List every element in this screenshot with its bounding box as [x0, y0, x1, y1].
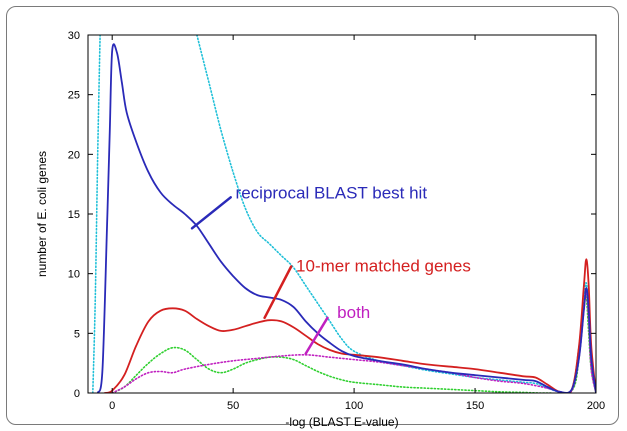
annotation-pointer — [304, 316, 329, 355]
y-tick-label: 30 — [68, 30, 80, 42]
y-tick-label: 0 — [74, 388, 80, 400]
y-tick-label: 15 — [68, 209, 80, 221]
annotations: reciprocal BLAST best hit 10-mer matched … — [190, 183, 471, 355]
y-tick-label: 5 — [74, 328, 80, 340]
x-tick-label: 200 — [587, 400, 605, 412]
annotation-label: reciprocal BLAST best hit — [236, 183, 428, 202]
x-tick-label: 50 — [227, 400, 239, 412]
y-tick-label: 25 — [68, 90, 80, 102]
axis-ticks: 0 50 100 150 200 0 5 10 15 20 25 30 — [68, 30, 605, 412]
y-axis-label: number of E. coli genes — [35, 151, 49, 277]
series-line-unlabeled-4 — [196, 35, 596, 393]
y-tick-label: 10 — [68, 269, 80, 281]
plot-marks — [92, 35, 596, 393]
annotation-pointer — [190, 196, 232, 230]
annotation-label: 10-mer matched genes — [296, 256, 471, 275]
x-tick-label: 150 — [466, 400, 484, 412]
series-line-unlabeled-3 — [92, 35, 101, 393]
annotation-label: both — [337, 303, 370, 322]
x-tick-label: 0 — [109, 400, 115, 412]
y-tick-label: 20 — [68, 149, 80, 161]
annotation-pointer — [263, 265, 293, 320]
series-line-10-mer-matched-genes — [104, 258, 596, 393]
series-line-reciprocal-blast-best-hit — [96, 43, 596, 393]
x-axis-label: -log (BLAST E-value) — [285, 415, 398, 429]
x-tick-label: 100 — [345, 400, 363, 412]
